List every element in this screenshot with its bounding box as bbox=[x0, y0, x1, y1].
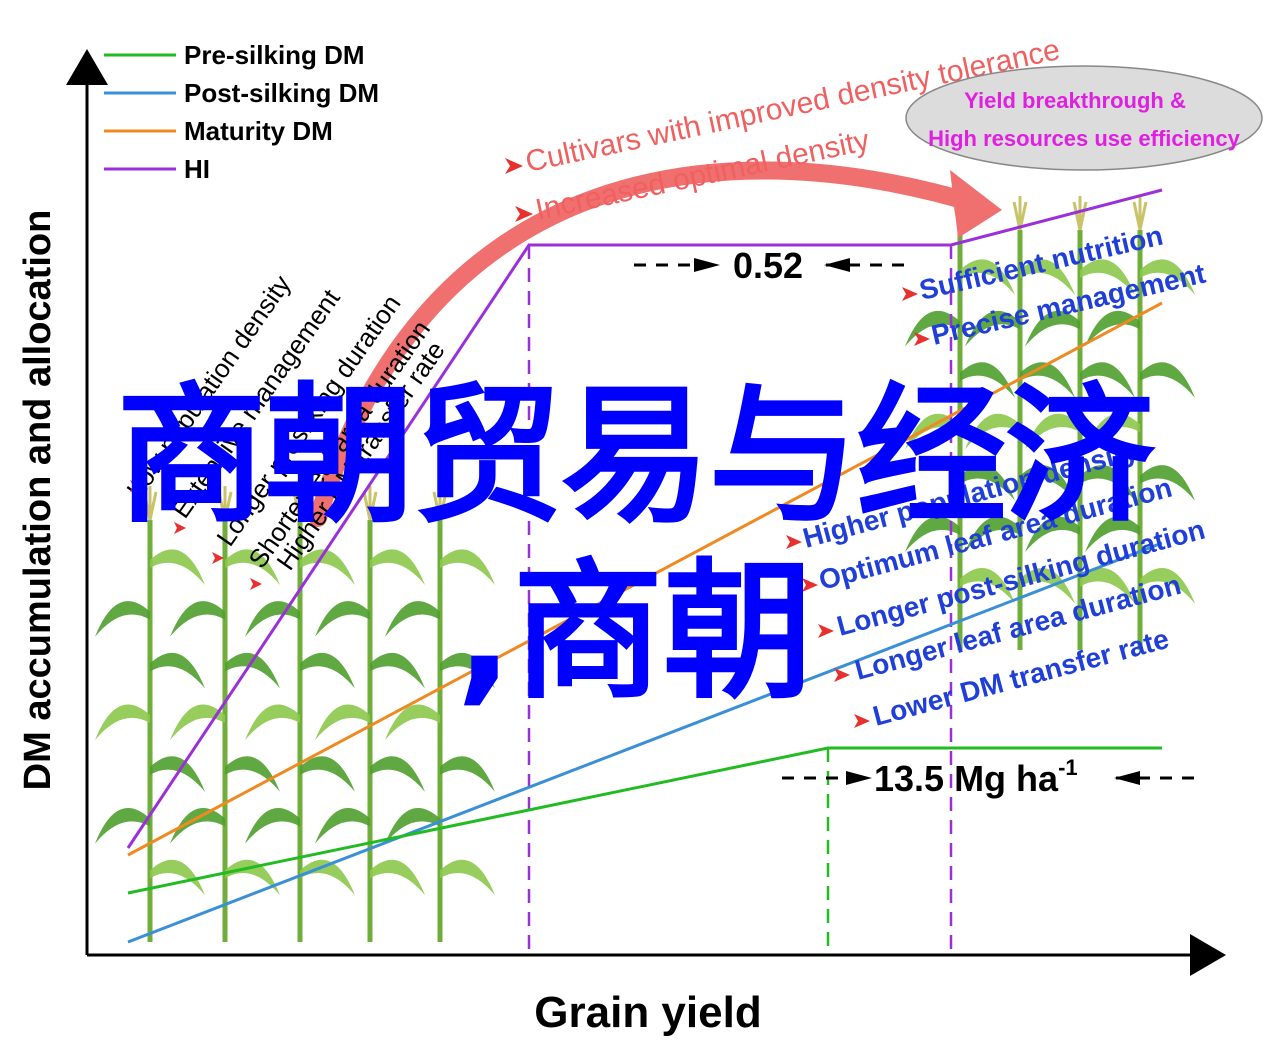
series-pre-silking-dm-line bbox=[127, 746, 1162, 895]
hi-plateau-annotation: 0.52 bbox=[634, 245, 910, 286]
yield-annotation: 13.5 Mg ha-1 bbox=[782, 755, 1196, 799]
yield-value: 13.5 Mg ha-1 bbox=[874, 755, 1078, 799]
maize-plant-icon bbox=[1085, 196, 1195, 650]
maize-plant-icon bbox=[315, 486, 425, 942]
red-bullet-icon bbox=[902, 287, 918, 301]
hi-plateau-value: 0.52 bbox=[733, 245, 803, 286]
right-factor-list-bottom: Higher population density Optimum leaf a… bbox=[786, 434, 1208, 732]
ellipse-line-2: High resources use efficiency bbox=[928, 126, 1241, 151]
y-axis-label: DM accumulation and allocation bbox=[17, 210, 59, 791]
red-bullet-icon bbox=[802, 578, 818, 592]
red-bullet-icon bbox=[914, 332, 930, 346]
legend-label-post-silking: Post-silking DM bbox=[184, 78, 379, 108]
maize-plant-icon bbox=[95, 486, 205, 942]
series-post-silking-dm-line bbox=[127, 541, 1163, 944]
ellipse-line-1: Yield breakthrough & bbox=[964, 88, 1186, 113]
arrow-right-icon bbox=[694, 258, 720, 272]
yield-breakthrough-ellipse bbox=[905, 65, 1263, 171]
red-bullet-icon bbox=[130, 480, 142, 492]
red-bullet-icon bbox=[212, 552, 224, 564]
series-maturity-dm-line bbox=[127, 301, 1163, 857]
shift-arrow-head bbox=[950, 170, 1002, 238]
legend-label-maturity: Maturity DM bbox=[184, 116, 333, 146]
shift-arrow-curve bbox=[309, 161, 989, 527]
series-hi-line bbox=[126, 188, 1163, 849]
red-bullet-icon bbox=[174, 522, 186, 534]
arrow-right-icon bbox=[846, 771, 872, 785]
left-factor-list: Low population density Extensive managem… bbox=[120, 270, 451, 590]
red-bullet-icon bbox=[818, 624, 834, 638]
x-axis-label: Grain yield bbox=[534, 988, 761, 1037]
maize-plant-icon bbox=[1025, 196, 1135, 650]
maize-plant-icon bbox=[385, 486, 495, 942]
red-bullet-icon bbox=[505, 158, 523, 174]
red-bullet-icon bbox=[834, 668, 850, 682]
red-bullet-icon bbox=[250, 578, 262, 590]
right-factor-list-top: Sufficient nutrition Precise management bbox=[902, 220, 1208, 351]
red-bullet-icon bbox=[854, 714, 870, 728]
red-bullet-icon bbox=[515, 206, 533, 222]
legend-label-hi: HI bbox=[184, 154, 210, 184]
red-bullet-icon bbox=[786, 535, 802, 549]
legend-label-pre-silking: Pre-silking DM bbox=[184, 40, 365, 70]
legend: Pre-silking DM Post-silking DM Maturity … bbox=[104, 40, 379, 184]
